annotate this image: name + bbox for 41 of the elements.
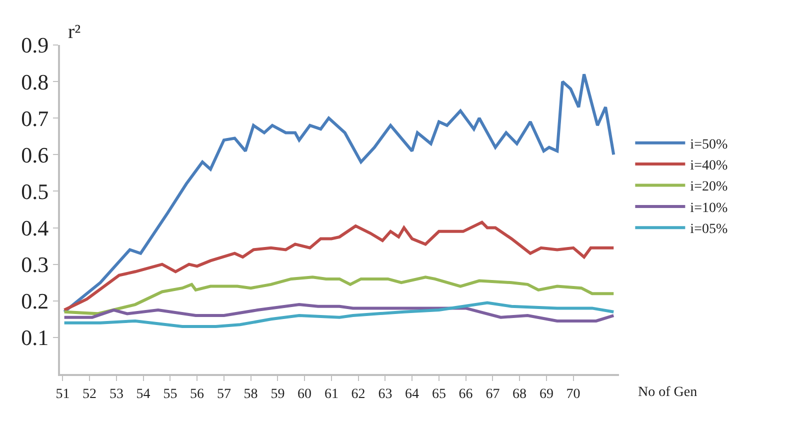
x-tick-label: 65 <box>432 386 446 402</box>
y-tick-label: 0.5 <box>21 178 49 204</box>
line-series <box>62 276 616 316</box>
line-series <box>62 72 616 314</box>
x-tick-label: 56 <box>190 386 204 402</box>
x-tick-label: 67 <box>486 386 500 402</box>
x-tick-label: 66 <box>458 386 473 402</box>
y-tick-label: 0.4 <box>21 215 49 240</box>
line-series <box>62 301 616 328</box>
x-tick-label: 62 <box>351 386 366 402</box>
x-tick-label: 52 <box>82 386 97 402</box>
x-tick-label: 55 <box>163 386 178 402</box>
y-tick-label: 0.8 <box>21 69 49 94</box>
y-tick-label: 0.9 <box>21 32 49 58</box>
legend-label: i=10% <box>690 200 728 216</box>
line-series <box>62 303 616 322</box>
x-tick-label: 63 <box>378 386 392 402</box>
x-tick-label: 59 <box>270 386 285 402</box>
x-axis-title: No of Gen <box>638 385 698 400</box>
x-tick-label: 70 <box>566 386 580 402</box>
y-tick-label: 0.2 <box>21 288 49 314</box>
legend-label: i=50% <box>690 137 728 152</box>
x-tick-label: 69 <box>539 386 554 402</box>
y-axis-title: r² <box>68 21 81 43</box>
x-tick-label: 58 <box>244 386 258 402</box>
y-tick-label: 0.7 <box>21 106 49 131</box>
x-tick-label: 54 <box>136 386 150 402</box>
legend-label: i=40% <box>690 158 728 174</box>
y-tick-label: 0.6 <box>21 142 49 168</box>
y-tick-label: 0.1 <box>21 325 49 350</box>
x-tick-label: 61 <box>324 386 338 402</box>
x-tick-label: 68 <box>512 386 527 402</box>
x-tick-label: 53 <box>109 386 124 402</box>
legend-label: i=20% <box>690 180 728 195</box>
x-tick-label: 60 <box>298 386 312 402</box>
x-tick-label: 51 <box>56 386 70 402</box>
y-tick-label: 0.3 <box>21 252 49 278</box>
x-tick-label: 57 <box>216 386 231 402</box>
x-tick-label: 64 <box>405 386 420 402</box>
legend-label: i=05% <box>690 222 728 238</box>
line-series <box>62 220 616 312</box>
